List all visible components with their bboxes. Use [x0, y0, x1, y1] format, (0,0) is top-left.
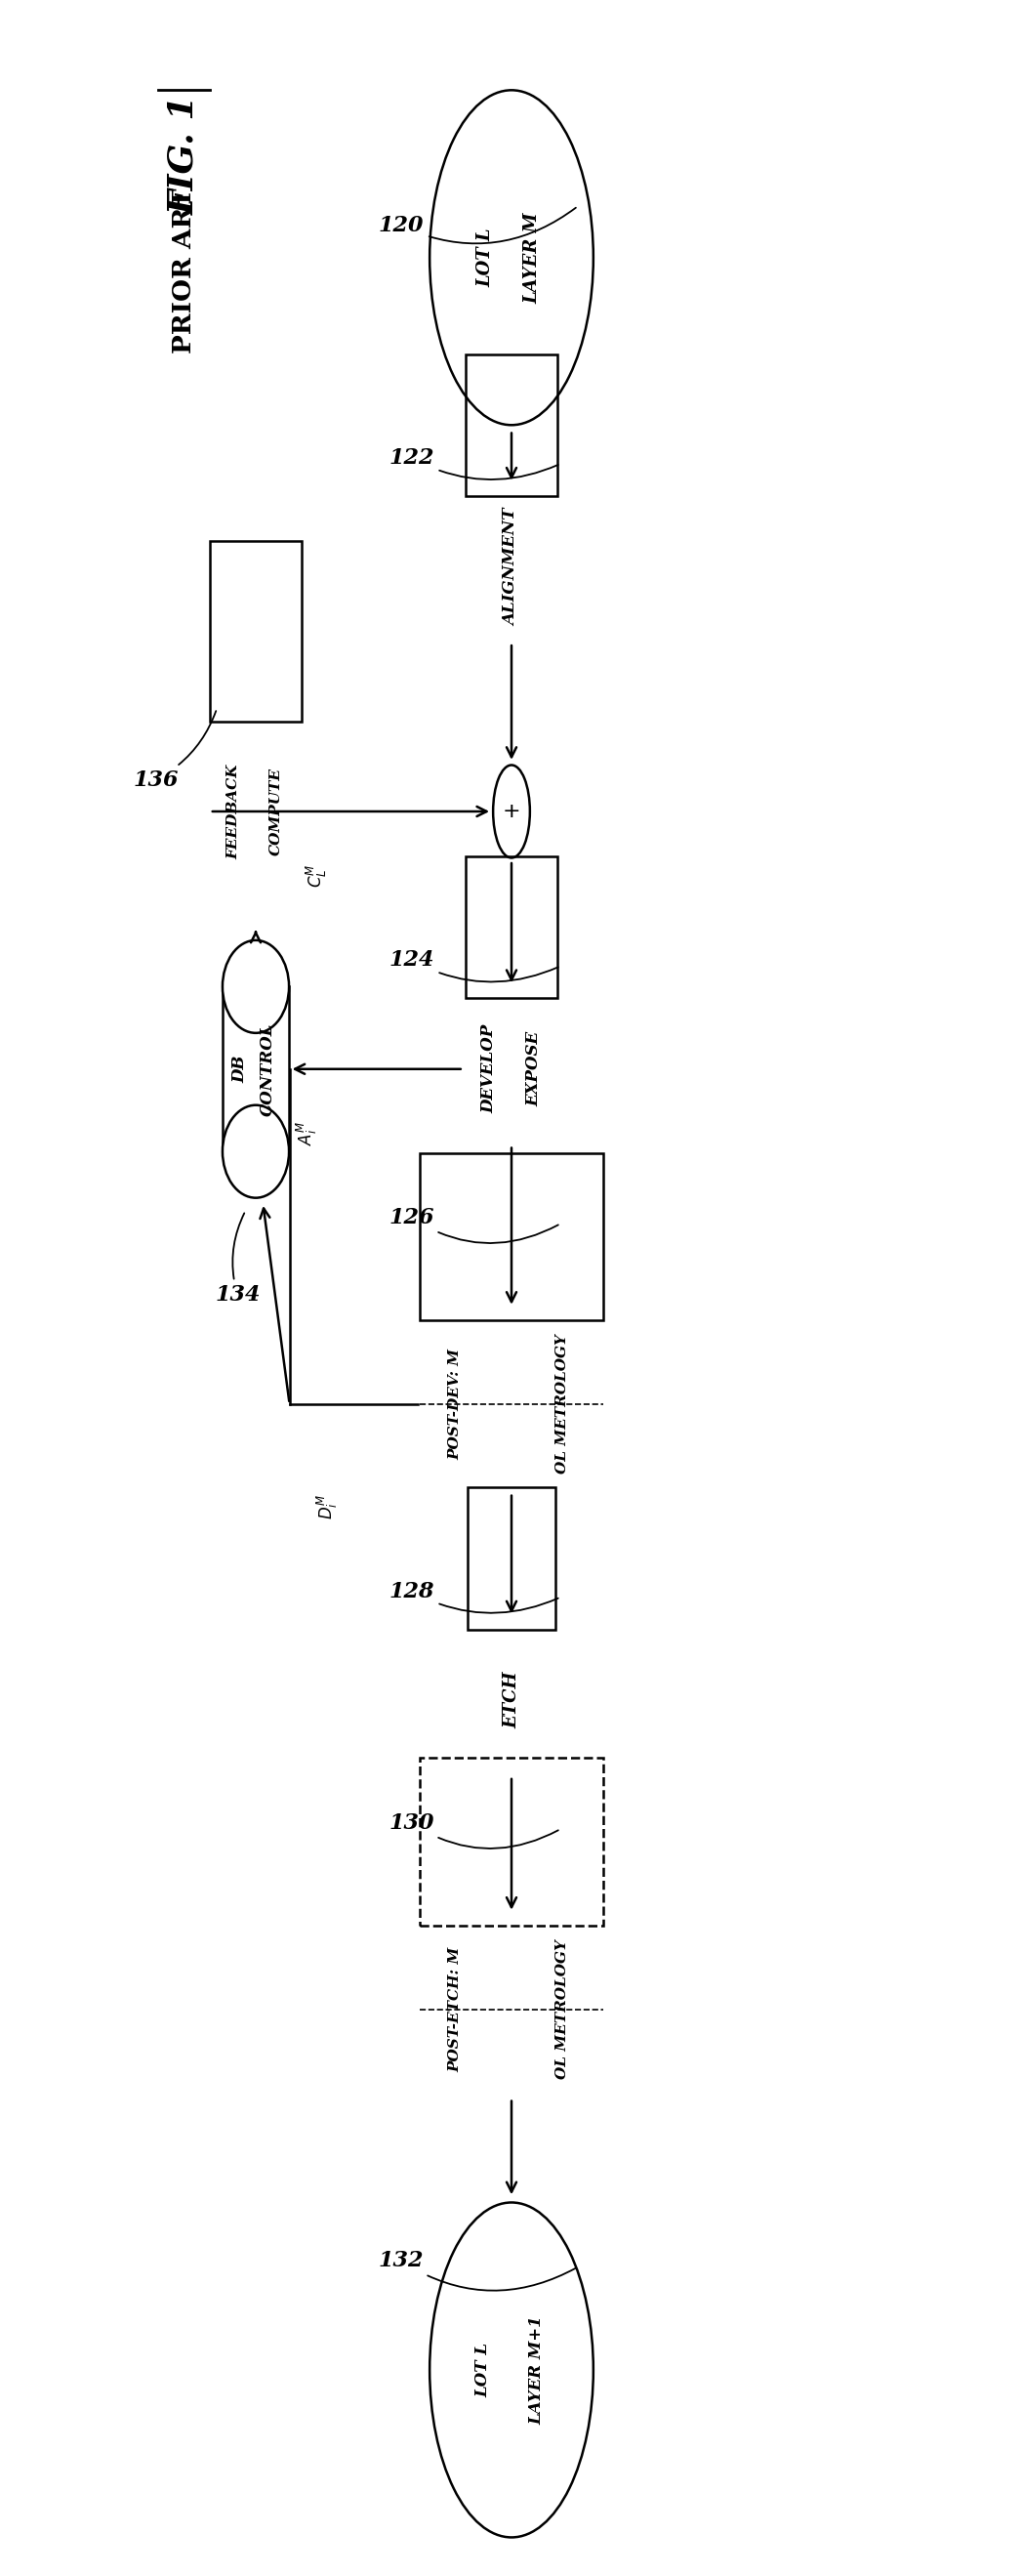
- Bar: [469, 1489, 554, 1631]
- Text: 120: 120: [379, 209, 576, 245]
- Text: LAYER M+1: LAYER M+1: [529, 2316, 545, 2424]
- Text: POST-DEV: M: POST-DEV: M: [448, 1347, 462, 1461]
- Text: POST-ETCH: M: POST-ETCH: M: [448, 1947, 462, 2071]
- Text: ALIGNMENT: ALIGNMENT: [503, 507, 520, 626]
- Text: PRIOR ART: PRIOR ART: [172, 188, 196, 353]
- Text: OL METROLOGY: OL METROLOGY: [555, 1334, 570, 1473]
- Text: $D_i^M$: $D_i^M$: [315, 1494, 340, 1520]
- Text: LAYER M: LAYER M: [523, 211, 541, 304]
- Text: $A_i^M$: $A_i^M$: [295, 1121, 319, 1146]
- Bar: [223, 987, 288, 1151]
- Text: FIG. 1: FIG. 1: [168, 95, 201, 214]
- Bar: [419, 1759, 604, 1927]
- Text: $C_L^M$: $C_L^M$: [305, 863, 329, 889]
- Ellipse shape: [223, 940, 288, 1033]
- Text: 128: 128: [389, 1582, 559, 1613]
- Text: DEVELOP: DEVELOP: [481, 1025, 497, 1113]
- Bar: [465, 353, 558, 495]
- Ellipse shape: [223, 1105, 288, 1198]
- Text: 134: 134: [215, 1213, 260, 1306]
- Text: 132: 132: [379, 2251, 576, 2290]
- Text: 122: 122: [389, 448, 559, 479]
- Text: DB: DB: [232, 1056, 249, 1082]
- Bar: [419, 1154, 604, 1321]
- Text: +: +: [502, 801, 521, 822]
- Text: 136: 136: [133, 711, 216, 791]
- Text: 124: 124: [389, 951, 559, 981]
- Text: FEEDBACK: FEEDBACK: [226, 765, 240, 858]
- Text: 126: 126: [389, 1208, 559, 1244]
- Text: EXPOSE: EXPOSE: [526, 1030, 542, 1108]
- Text: ETCH: ETCH: [502, 1672, 521, 1728]
- Text: OL METROLOGY: OL METROLOGY: [555, 1940, 570, 2079]
- Text: LOT L: LOT L: [475, 2342, 491, 2398]
- Bar: [465, 855, 558, 997]
- Text: CONTROL: CONTROL: [260, 1023, 276, 1115]
- Text: COMPUTE: COMPUTE: [269, 768, 283, 855]
- Text: LOT L: LOT L: [477, 229, 495, 286]
- Text: 130: 130: [389, 1814, 559, 1850]
- Bar: [210, 541, 302, 721]
